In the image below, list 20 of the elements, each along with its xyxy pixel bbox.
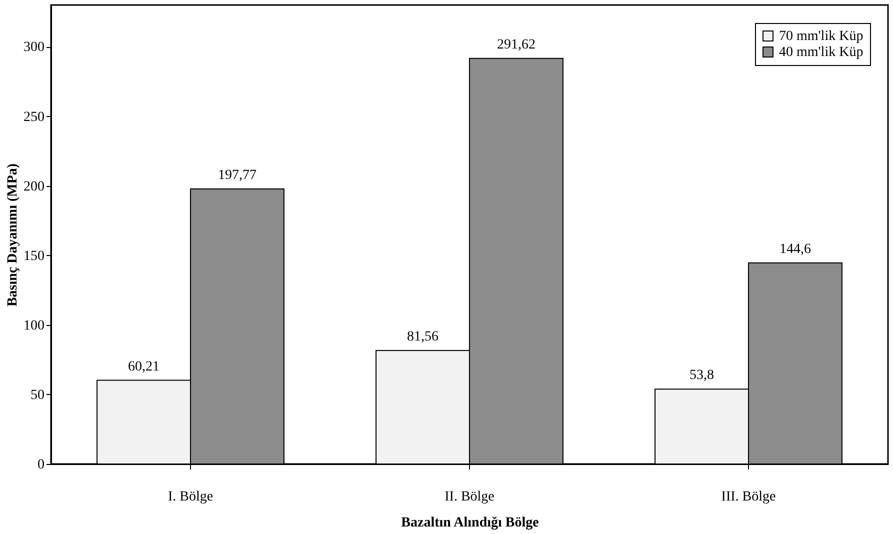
y-tick-label: 150 <box>24 248 44 264</box>
data-label: 197,77 <box>218 168 256 183</box>
y-tick-label: 300 <box>24 40 44 56</box>
y-tick-label: 250 <box>24 110 44 125</box>
data-label: 291,62 <box>496 37 536 52</box>
data-label: 144,6 <box>779 242 811 257</box>
y-tick-label: 100 <box>24 318 44 334</box>
data-label: 53,8 <box>690 368 714 384</box>
data-label: 81,56 <box>407 330 439 345</box>
legend-label: 40 mm'lik Küp <box>779 45 864 60</box>
legend-label: 70 mm'lik Küp <box>779 29 864 44</box>
x-tick-label: I. Bölge <box>168 490 214 504</box>
y-tick-label: 50 <box>30 388 44 403</box>
y-tick-label: 200 <box>24 179 44 194</box>
data-label: 60,21 <box>128 359 160 374</box>
y-axis-title: Basınç Dayanımı (MPa) <box>6 163 20 307</box>
y-tick-label: 0 <box>38 458 44 472</box>
x-tick-label: II. Bölge <box>444 490 494 504</box>
x-axis-title: Bazaltın Alındığı Bölge <box>401 516 539 530</box>
x-tick-label: III. Bölge <box>721 490 776 504</box>
